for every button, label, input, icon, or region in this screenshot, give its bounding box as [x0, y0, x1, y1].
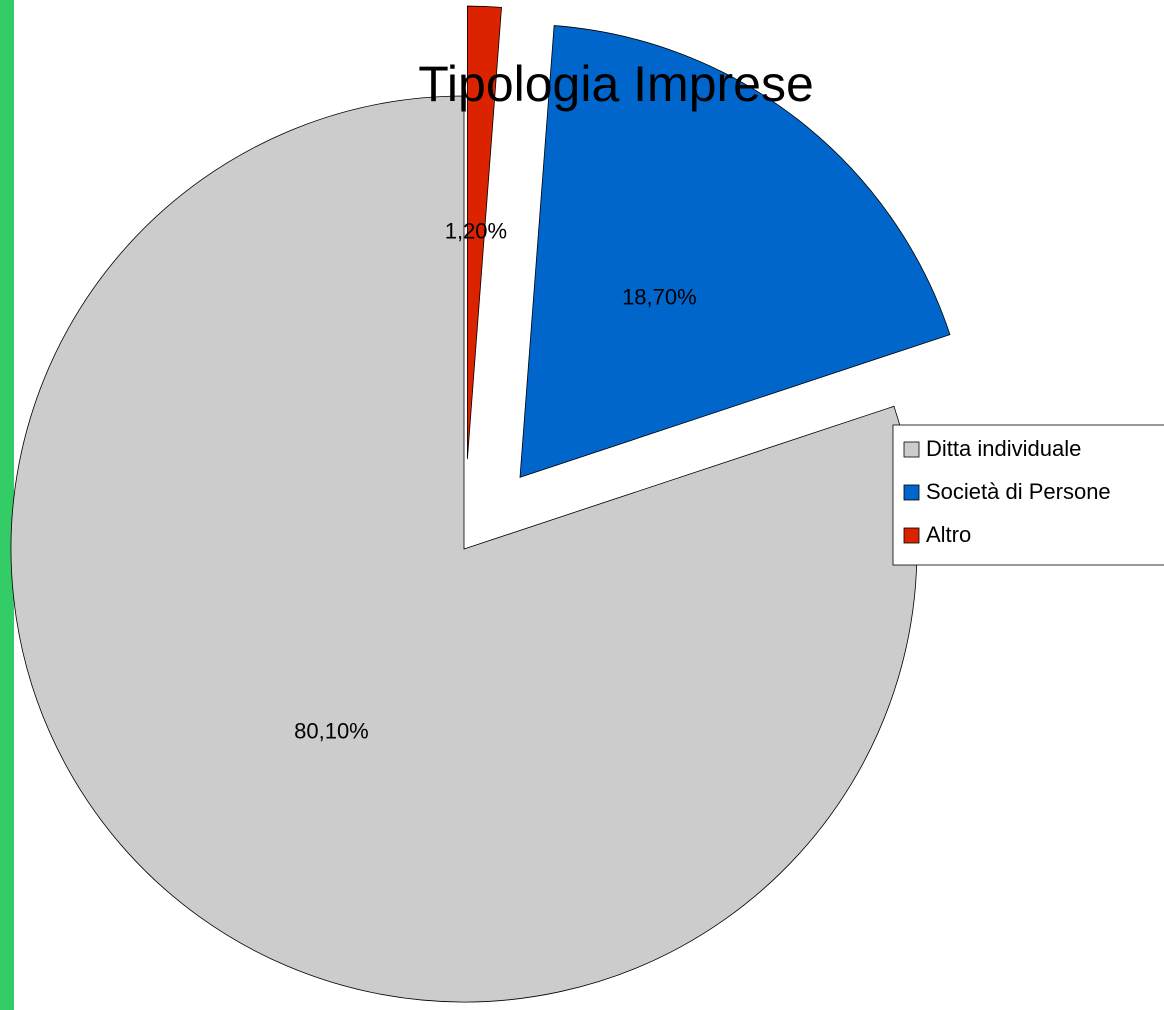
legend-label: Altro — [926, 522, 971, 547]
legend-label: Ditta individuale — [926, 436, 1081, 461]
data-label: 1,20% — [445, 219, 507, 244]
pie-slice — [466, 5, 502, 460]
chart-title: Tipologia Imprese — [418, 56, 814, 112]
legend-swatch — [903, 527, 920, 544]
legend: Ditta individuale Società di Persone Altro — [892, 424, 1164, 566]
data-labels: 80,10% 18,70% 1,20% — [294, 219, 697, 744]
pie-slice — [519, 25, 951, 478]
pie — [10, 5, 951, 1003]
legend-box — [892, 424, 1164, 566]
legend-swatch — [903, 441, 920, 458]
legend-swatch — [903, 484, 920, 501]
pie-slice — [10, 95, 918, 1003]
legend-label: Società di Persone — [926, 479, 1111, 504]
side-stripe — [0, 0, 14, 1010]
data-label: 80,10% — [294, 718, 369, 743]
data-label: 18,70% — [622, 285, 697, 310]
